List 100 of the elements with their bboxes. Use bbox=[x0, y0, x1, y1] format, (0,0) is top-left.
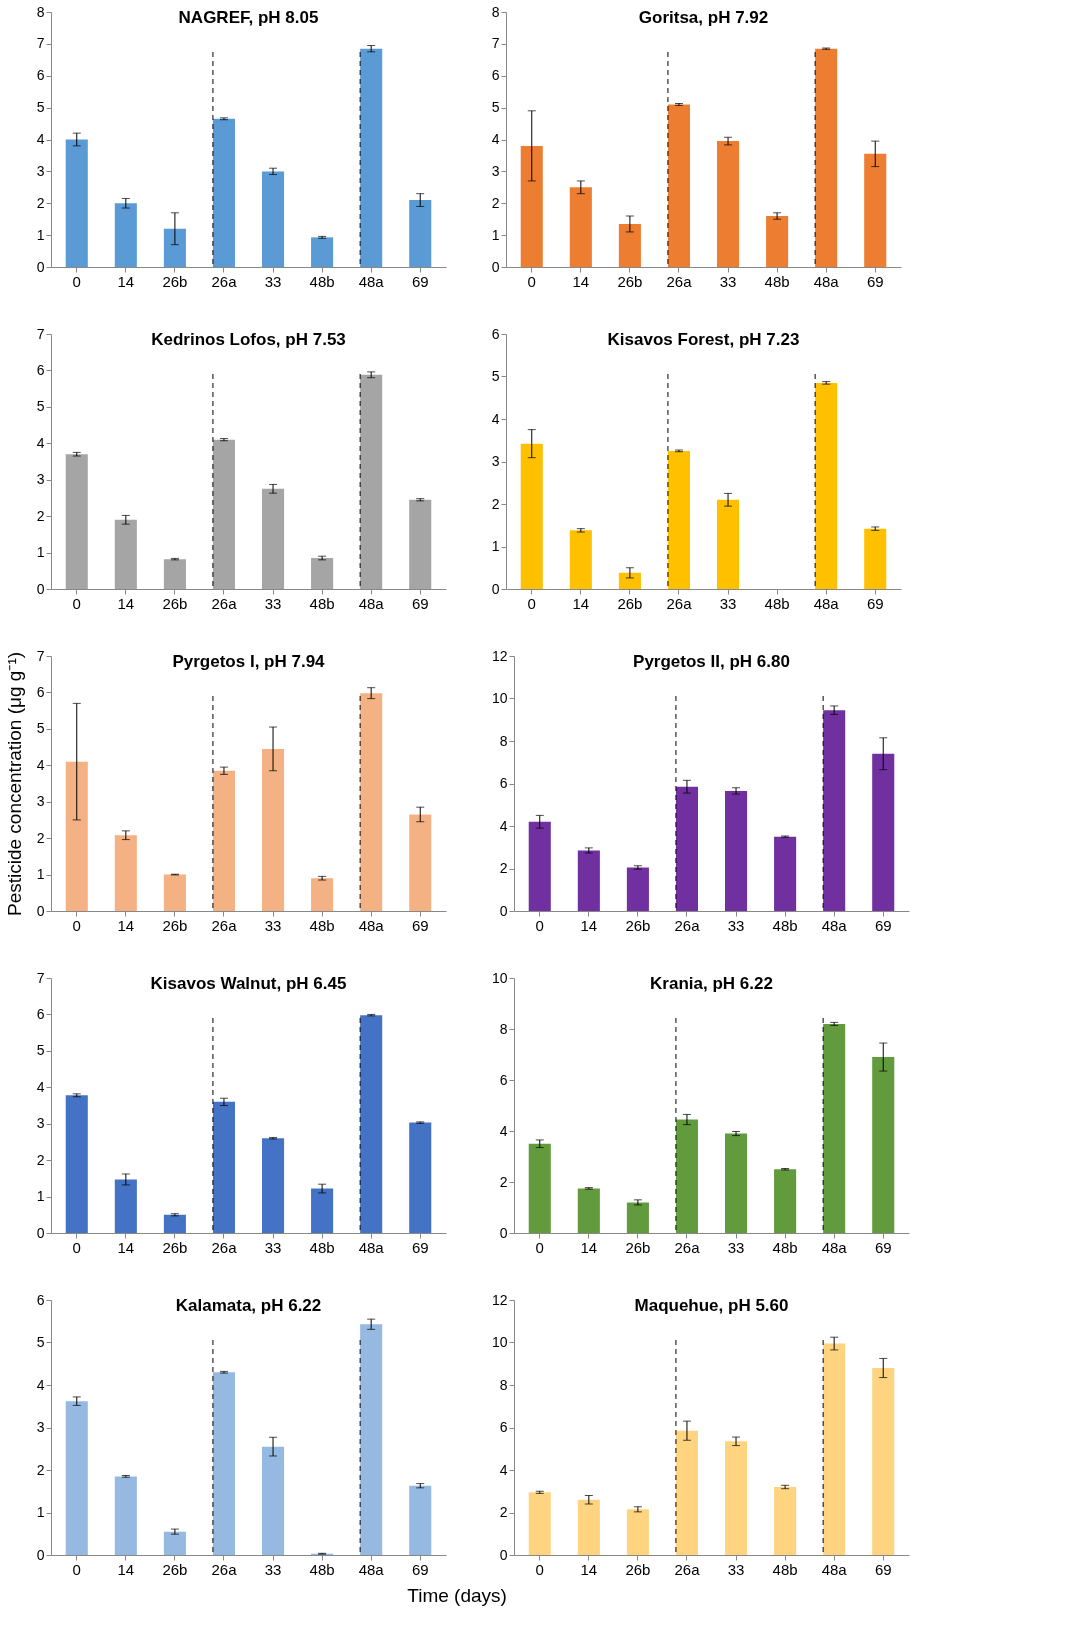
bar bbox=[360, 1015, 383, 1233]
y-tick-label: 10 bbox=[491, 690, 508, 706]
bar bbox=[409, 1485, 432, 1555]
x-tick-label: 48a bbox=[358, 1560, 385, 1578]
y-tick-label: 10 bbox=[491, 1334, 508, 1350]
bar bbox=[212, 439, 236, 589]
y-tick-label: 3 bbox=[36, 162, 45, 179]
y-tick-label: 5 bbox=[491, 99, 500, 116]
x-tick-label: 69 bbox=[874, 916, 892, 934]
x-tick-label: 33 bbox=[727, 916, 745, 934]
x-tick-label: 48b bbox=[309, 1238, 335, 1256]
y-tick-label: 6 bbox=[36, 683, 45, 700]
bar bbox=[716, 141, 740, 267]
bar bbox=[360, 693, 383, 911]
bar bbox=[823, 710, 846, 911]
y-tick-label: 3 bbox=[491, 453, 500, 469]
y-tick-label: 0 bbox=[499, 1224, 508, 1241]
x-tick-label: 14 bbox=[580, 916, 598, 934]
y-tick-label: 0 bbox=[36, 902, 45, 919]
bar bbox=[823, 1343, 846, 1555]
y-tick-label: 4 bbox=[499, 1461, 508, 1478]
y-tick-label: 6 bbox=[499, 775, 508, 791]
x-tick-label: 48b bbox=[309, 916, 335, 934]
x-tick-label: 14 bbox=[117, 916, 135, 934]
y-tick-label: 3 bbox=[491, 162, 500, 179]
bar bbox=[261, 1138, 285, 1233]
bar bbox=[724, 1441, 748, 1555]
y-tick-label: 3 bbox=[36, 793, 45, 810]
bar bbox=[864, 153, 887, 267]
y-tick-label: 0 bbox=[491, 580, 500, 597]
bar bbox=[409, 814, 432, 911]
y-tick-label: 0 bbox=[36, 580, 45, 597]
y-tick-label: 2 bbox=[36, 1151, 45, 1168]
bar bbox=[261, 171, 285, 267]
bar bbox=[114, 519, 137, 589]
bar bbox=[163, 559, 186, 589]
bar bbox=[724, 1133, 748, 1233]
chart-title: Kisavos Walnut, pH 6.45 bbox=[150, 974, 347, 993]
x-tick-label: 0 bbox=[72, 1560, 81, 1578]
bar bbox=[212, 1372, 236, 1555]
x-tick-label: 0 bbox=[535, 1238, 544, 1256]
x-tick-label: 26a bbox=[211, 1238, 238, 1256]
bar bbox=[716, 499, 740, 589]
bar bbox=[212, 770, 236, 911]
y-tick-label: 0 bbox=[499, 1546, 508, 1563]
x-tick-label: 69 bbox=[411, 1560, 429, 1578]
bar bbox=[766, 216, 789, 267]
x-tick-label: 33 bbox=[727, 1560, 745, 1578]
y-tick-label: 5 bbox=[491, 368, 500, 384]
y-tick-label: 0 bbox=[36, 1546, 45, 1563]
bar bbox=[261, 748, 285, 911]
y-tick-label: 4 bbox=[499, 1122, 508, 1139]
bar bbox=[409, 499, 432, 589]
x-tick-label: 14 bbox=[572, 594, 590, 612]
y-tick-label: 2 bbox=[499, 1504, 508, 1520]
x-tick-label: 48a bbox=[813, 272, 840, 290]
bar bbox=[360, 374, 383, 589]
y-tick-label: 1 bbox=[36, 1188, 45, 1205]
x-tick-label: 48b bbox=[772, 1560, 798, 1578]
x-tick-label: 33 bbox=[719, 594, 737, 612]
bar bbox=[675, 1430, 699, 1555]
bar bbox=[528, 1143, 551, 1233]
x-tick-label: 26b bbox=[617, 594, 643, 612]
x-tick-label: 69 bbox=[411, 1238, 429, 1256]
y-tick-label: 7 bbox=[36, 647, 45, 664]
bar bbox=[823, 1023, 846, 1233]
x-tick-label: 48b bbox=[764, 272, 790, 290]
bar bbox=[360, 1324, 383, 1555]
y-tick-label: 6 bbox=[36, 361, 45, 378]
y-tick-label: 6 bbox=[499, 1419, 508, 1435]
x-tick-label: 33 bbox=[264, 916, 282, 934]
y-tick-label: 5 bbox=[36, 1334, 45, 1350]
y-tick-label: 4 bbox=[491, 131, 500, 147]
bar bbox=[667, 450, 691, 589]
x-tick-label: 26b bbox=[617, 272, 643, 290]
bar bbox=[409, 1122, 432, 1233]
x-tick-label: 48a bbox=[358, 1238, 385, 1256]
x-tick-label: 0 bbox=[527, 272, 536, 290]
y-axis-title: Pesticide concentration (μg g⁻¹) bbox=[3, 651, 25, 917]
chart-title: Pyrgetos I, pH 7.94 bbox=[172, 652, 326, 671]
bar bbox=[815, 48, 838, 267]
bar bbox=[409, 200, 432, 267]
bar bbox=[569, 530, 592, 589]
x-tick-label: 26b bbox=[625, 1238, 651, 1256]
y-tick-label: 6 bbox=[36, 1291, 45, 1308]
bar bbox=[311, 558, 334, 589]
x-tick-label: 33 bbox=[264, 1238, 282, 1256]
bar bbox=[261, 1446, 285, 1555]
bar bbox=[618, 223, 641, 267]
y-tick-label: 7 bbox=[491, 35, 500, 52]
bar bbox=[114, 203, 137, 267]
y-tick-label: 0 bbox=[499, 902, 508, 919]
bar bbox=[626, 1509, 649, 1555]
x-tick-label: 48b bbox=[309, 272, 335, 290]
bar bbox=[311, 878, 334, 911]
x-tick-label: 26b bbox=[162, 1560, 188, 1578]
bar bbox=[667, 104, 691, 267]
y-tick-label: 4 bbox=[499, 817, 508, 834]
chart-title: Krania, pH 6.22 bbox=[650, 974, 773, 993]
y-tick-label: 8 bbox=[491, 3, 500, 20]
